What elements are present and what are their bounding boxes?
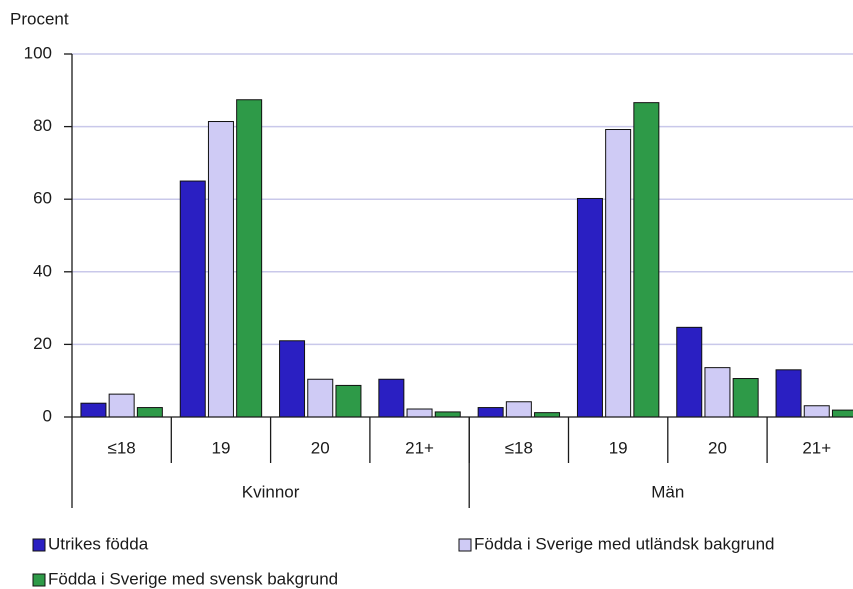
x-tick-label: 19 (609, 438, 628, 457)
y-tick-label: 0 (43, 406, 52, 425)
x-tick-label: ≤18 (505, 438, 533, 457)
bar (80, 402, 107, 418)
bar (406, 408, 433, 418)
bar (803, 405, 830, 418)
bar (676, 326, 703, 418)
legend-swatch (458, 538, 472, 552)
bar (775, 369, 802, 418)
y-tick-label: 40 (33, 261, 52, 280)
bar (576, 197, 603, 418)
y-tick-label: 20 (33, 334, 52, 353)
x-tick-label: 21+ (802, 438, 831, 457)
x-tick-label: ≤18 (108, 438, 136, 457)
bar (307, 378, 334, 418)
group-label: Män (651, 482, 684, 501)
bar (534, 412, 561, 418)
legend-swatch (32, 573, 46, 587)
bar (434, 411, 461, 418)
x-tick-label: 19 (211, 438, 230, 457)
x-tick-label: 21+ (405, 438, 434, 457)
bar (136, 407, 163, 418)
bar (179, 180, 206, 418)
bar (505, 401, 532, 418)
y-tick-label: 80 (33, 116, 52, 135)
bar (831, 409, 853, 418)
bar (732, 378, 759, 418)
legend-label: Födda i Sverige med utländsk bakgrund (474, 534, 775, 553)
y-axis-label: Procent (10, 9, 69, 28)
legend-label: Födda i Sverige med svensk bakgrund (48, 569, 338, 588)
bar (335, 384, 362, 418)
bar (378, 378, 405, 418)
bar (207, 121, 234, 418)
x-tick-label: 20 (708, 438, 727, 457)
bar (605, 129, 632, 418)
bar (704, 367, 731, 418)
bar (279, 340, 306, 418)
bar (236, 99, 263, 418)
group-label: Kvinnor (242, 482, 300, 501)
bar (477, 407, 504, 418)
bar (108, 393, 135, 418)
x-tick-label: 20 (311, 438, 330, 457)
legend-label: Utrikes födda (48, 534, 149, 553)
y-tick-label: 100 (24, 43, 52, 62)
y-tick-label: 60 (33, 189, 52, 208)
bar (633, 102, 660, 418)
legend-swatch (32, 538, 46, 552)
